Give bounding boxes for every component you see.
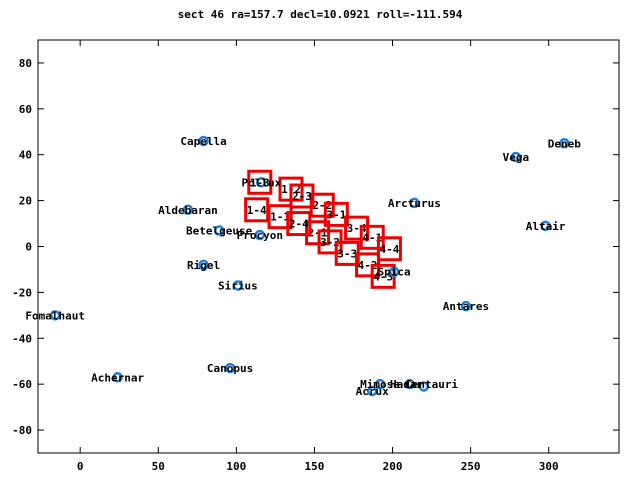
star-label: Antares	[443, 300, 489, 313]
star-label: Arcturus	[388, 197, 441, 210]
y-tick-label: 80	[19, 57, 32, 70]
star-marker	[254, 229, 266, 241]
sector-boxes: 1-11-21-31-42-12-22-32-43-13-23-33-44-14…	[244, 169, 402, 289]
sector-box	[286, 211, 312, 237]
star-marker	[232, 280, 244, 291]
star-label: Altair	[526, 220, 566, 233]
y-tick-label: 60	[19, 103, 32, 116]
star-label: Rigel	[187, 259, 220, 272]
star-label: Deneb	[548, 137, 581, 150]
star-marker	[559, 138, 570, 149]
star-label: Spica	[378, 266, 411, 279]
star-marker	[112, 372, 123, 383]
star-label: Pollux	[241, 176, 281, 189]
star-label: Betelgeuse	[186, 224, 253, 237]
star-marker	[460, 300, 472, 312]
star-marker	[409, 197, 420, 209]
y-tick-label: 0	[25, 241, 32, 254]
star-marker	[256, 177, 267, 188]
x-tick-label: 50	[152, 460, 165, 473]
sector-box	[344, 215, 370, 241]
sector-box-label: 3-1	[326, 208, 346, 221]
star-label: Acrux	[356, 385, 389, 398]
sector-box-label: 1-1	[270, 211, 290, 224]
sector-box	[309, 192, 335, 218]
sector-box-label: 3-3	[337, 247, 357, 260]
star-label: Hadar	[390, 378, 423, 391]
sector-box-label: 2-3	[292, 190, 312, 203]
x-tick-label: 0	[77, 460, 84, 473]
star-label: Canopus	[207, 362, 253, 375]
star-marker	[198, 259, 209, 271]
star-marker	[224, 362, 236, 374]
y-tick-label: -40	[12, 332, 32, 345]
star-label: Mimosa	[360, 378, 400, 391]
axes: 0 50 100 150 200 250 300 -80 -60 -40 -20 0 20 40 60 80	[12, 39, 620, 473]
sector-box-label: 2-4	[289, 218, 309, 231]
star-label: Fomalhaut	[25, 309, 85, 322]
star-marker	[510, 151, 522, 163]
sector-box-label: 1-4	[247, 204, 267, 217]
sector-box	[323, 201, 349, 227]
x-tick-label: 300	[539, 460, 559, 473]
star-label: Centauri	[405, 378, 458, 391]
star-marker	[418, 381, 430, 392]
star-label: Achernar	[91, 371, 144, 384]
y-tick-label: -60	[12, 378, 32, 391]
y-tick-label: -20	[12, 286, 32, 299]
star-label: Sirius	[218, 280, 258, 293]
y-tick-label: -80	[12, 424, 32, 437]
star-label: Procyon	[237, 229, 283, 242]
star-marker	[198, 135, 209, 147]
star-label: Capella	[180, 135, 226, 148]
sector-box	[244, 197, 270, 223]
sector-box	[289, 183, 315, 209]
star-marker	[404, 378, 415, 390]
star-marker	[388, 266, 400, 277]
star-marker	[213, 225, 225, 236]
sector-box	[376, 236, 402, 262]
star-label: Vega	[503, 151, 530, 164]
x-tick-label: 150	[305, 460, 325, 473]
chart-title: sect 46 ra=157.7 decl=10.0921 roll=-111.…	[177, 8, 463, 21]
star-label: Aldebaran	[158, 204, 218, 217]
star-labels: Capella Deneb Vega Pollux Arcturus Aldebaran A…	[25, 135, 581, 398]
star-markers	[49, 135, 570, 397]
y-tick-label: 40	[19, 149, 32, 162]
star-marker	[366, 385, 378, 397]
x-tick-label: 250	[461, 460, 481, 473]
star-marker	[540, 220, 551, 232]
star-marker	[374, 378, 386, 390]
sector-box-label: 4-4	[379, 243, 399, 256]
y-tick-label: 20	[19, 195, 32, 208]
star-marker	[182, 204, 194, 216]
x-tick-label: 100	[226, 460, 246, 473]
star-marker	[49, 310, 61, 321]
x-tick-label: 200	[383, 460, 403, 473]
sector-box-label: 4-3	[373, 270, 393, 283]
sector-box	[247, 169, 273, 195]
